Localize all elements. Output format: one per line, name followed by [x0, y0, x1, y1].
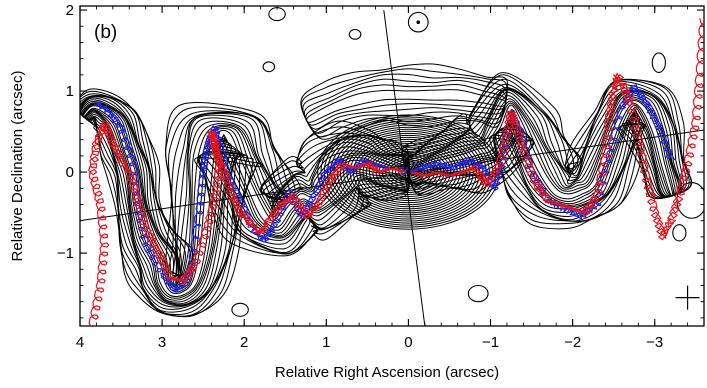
x-tick-label: 3	[158, 334, 166, 351]
isolated-contour	[348, 28, 362, 40]
small-dot	[416, 20, 421, 25]
core-contour	[336, 126, 481, 218]
core-contour	[388, 159, 429, 185]
core-contour	[326, 120, 490, 224]
contour	[80, 97, 410, 307]
x-tick-label: 0	[404, 334, 412, 351]
red-track	[409, 18, 704, 241]
reference-line-layer	[80, 9, 704, 326]
x-tick-label: −1	[482, 334, 499, 351]
x-tick-label: 4	[76, 334, 84, 351]
core-contour	[343, 130, 474, 214]
red-track	[88, 120, 409, 326]
marker-layer	[406, 20, 700, 310]
contour	[305, 83, 507, 126]
isolated-contour	[676, 182, 704, 219]
core-contour	[346, 132, 471, 212]
x-tick-label: −2	[564, 334, 581, 351]
y-tick-label: 1	[66, 83, 74, 100]
core-contour	[385, 157, 432, 187]
reference-line	[80, 129, 704, 222]
y-tick-label: 0	[66, 164, 74, 181]
y-tick-label: 2	[66, 2, 74, 19]
blue-track	[405, 84, 676, 220]
panel-label: (b)	[94, 22, 117, 43]
core-contour	[391, 161, 426, 183]
contour	[304, 78, 507, 130]
x-tick-label: 2	[240, 334, 248, 351]
contour	[301, 68, 508, 138]
contour	[302, 73, 507, 134]
x-tick-label: −3	[646, 334, 663, 351]
axis-layer: 4 3 2 1 0 −1 −2 −3 2 1 0 −1	[57, 2, 705, 351]
isolated-contour	[407, 11, 429, 33]
core-contour	[339, 128, 477, 216]
x-tick-label: 1	[322, 334, 330, 351]
track-layer	[88, 18, 704, 326]
core-contour	[394, 163, 422, 181]
reference-line	[383, 9, 426, 326]
isolated-contour	[268, 7, 286, 22]
x-axis-label: Relative Right Ascension (arcsec)	[275, 364, 499, 381]
blue-track	[94, 100, 410, 293]
y-tick-label: −1	[57, 245, 74, 262]
contour	[306, 89, 506, 123]
isolated-contour	[651, 52, 666, 73]
contour	[300, 63, 509, 140]
isolated-contour	[672, 224, 687, 242]
isolated-contour	[467, 284, 489, 303]
core-dot	[406, 169, 411, 175]
isolated-contour	[231, 302, 249, 317]
y-axis-label: Relative Declination (arcsec)	[9, 71, 26, 262]
isolated-contour	[262, 61, 276, 73]
